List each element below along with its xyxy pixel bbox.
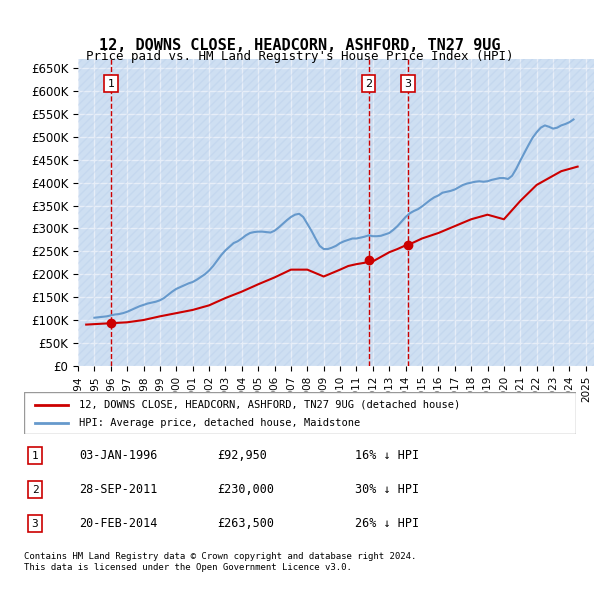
- Text: 12, DOWNS CLOSE, HEADCORN, ASHFORD, TN27 9UG: 12, DOWNS CLOSE, HEADCORN, ASHFORD, TN27…: [99, 38, 501, 53]
- Text: 3: 3: [32, 519, 38, 529]
- Text: 16% ↓ HPI: 16% ↓ HPI: [355, 449, 419, 462]
- Text: HPI: Average price, detached house, Maidstone: HPI: Average price, detached house, Maid…: [79, 418, 361, 428]
- Text: £230,000: £230,000: [217, 483, 274, 496]
- Text: £92,950: £92,950: [217, 449, 267, 462]
- Text: 26% ↓ HPI: 26% ↓ HPI: [355, 517, 419, 530]
- Text: £263,500: £263,500: [217, 517, 274, 530]
- Text: This data is licensed under the Open Government Licence v3.0.: This data is licensed under the Open Gov…: [24, 563, 352, 572]
- Text: 1: 1: [32, 451, 38, 461]
- Text: 12, DOWNS CLOSE, HEADCORN, ASHFORD, TN27 9UG (detached house): 12, DOWNS CLOSE, HEADCORN, ASHFORD, TN27…: [79, 400, 460, 409]
- FancyBboxPatch shape: [24, 392, 576, 434]
- Text: 28-SEP-2011: 28-SEP-2011: [79, 483, 158, 496]
- Text: 2: 2: [365, 78, 372, 88]
- Text: 2: 2: [32, 485, 38, 494]
- Text: 03-JAN-1996: 03-JAN-1996: [79, 449, 158, 462]
- Text: Contains HM Land Registry data © Crown copyright and database right 2024.: Contains HM Land Registry data © Crown c…: [24, 552, 416, 560]
- Text: 20-FEB-2014: 20-FEB-2014: [79, 517, 158, 530]
- Text: Price paid vs. HM Land Registry's House Price Index (HPI): Price paid vs. HM Land Registry's House …: [86, 50, 514, 63]
- Text: 1: 1: [107, 78, 115, 88]
- Text: 30% ↓ HPI: 30% ↓ HPI: [355, 483, 419, 496]
- Text: 3: 3: [404, 78, 411, 88]
